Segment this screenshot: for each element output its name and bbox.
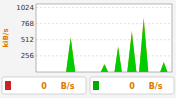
area (36, 17, 172, 72)
y-tick-label: 1024 (16, 4, 34, 12)
grid-line (36, 55, 172, 56)
annotation: 0 (129, 82, 135, 91)
info-icon (5, 81, 11, 90)
grid-line (36, 23, 172, 24)
grid-line (36, 39, 172, 40)
annotation: 0 (41, 82, 47, 91)
annotation: B/s (149, 82, 163, 91)
y-tick-label: 256 (21, 52, 35, 60)
info-box (2, 77, 86, 94)
annotation: B/s (61, 82, 75, 91)
y-tick-label: 768 (21, 20, 34, 28)
info-box (90, 77, 174, 94)
area (36, 20, 172, 72)
plot-area (36, 17, 172, 72)
chart: 256 512 768 1024 kiB/s 0 B/s 0 B/s (0, 0, 176, 98)
grid-line (36, 7, 172, 8)
plot-frame (36, 4, 172, 72)
plot-background (36, 4, 172, 72)
info-icon (93, 81, 99, 90)
y-axis-label: kiB/s (2, 28, 10, 47)
y-tick-label: 512 (21, 36, 34, 44)
